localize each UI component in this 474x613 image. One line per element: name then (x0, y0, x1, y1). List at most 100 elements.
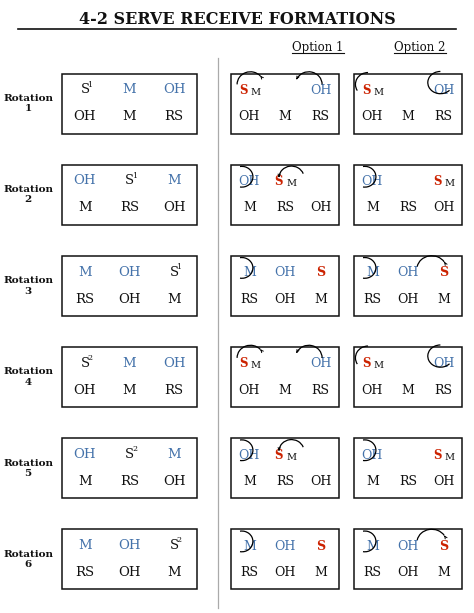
Text: M: M (445, 179, 455, 188)
Text: M: M (437, 292, 450, 306)
Bar (231, 74, 339, 134)
Text: M: M (366, 539, 379, 553)
Text: RS: RS (399, 475, 417, 488)
Text: OH: OH (163, 202, 185, 215)
Text: S: S (125, 448, 134, 461)
Text: M: M (243, 266, 256, 279)
Text: 2: 2 (176, 536, 182, 544)
Text: OH: OH (274, 566, 296, 579)
Text: RS: RS (240, 292, 258, 306)
Bar (62, 530, 197, 590)
Text: M: M (286, 452, 296, 462)
Text: S: S (81, 83, 90, 96)
Text: S: S (81, 357, 90, 370)
Text: RS: RS (435, 384, 453, 397)
Text: OH: OH (73, 175, 96, 188)
Text: S: S (170, 265, 179, 279)
Text: M: M (401, 384, 414, 397)
Text: OH: OH (118, 566, 141, 579)
Text: M: M (167, 292, 181, 306)
Text: OH: OH (433, 475, 454, 488)
Text: OH: OH (73, 448, 96, 461)
Text: OH: OH (163, 475, 185, 488)
Text: M: M (123, 83, 137, 96)
Text: M: M (314, 566, 327, 579)
Text: OH: OH (118, 292, 141, 306)
Text: S: S (362, 357, 370, 370)
Text: OH: OH (362, 449, 383, 462)
Text: OH: OH (362, 175, 383, 188)
Text: OH: OH (239, 175, 260, 188)
Bar (354, 347, 462, 407)
Text: RS: RS (75, 566, 94, 579)
Text: M: M (167, 566, 181, 579)
Text: M: M (167, 448, 181, 461)
Text: RS: RS (311, 110, 329, 123)
Text: Rotation
2: Rotation 2 (3, 185, 53, 205)
Bar (231, 165, 339, 225)
Text: M: M (314, 292, 327, 306)
Text: S: S (274, 175, 283, 188)
Bar (354, 256, 462, 316)
Text: S: S (439, 266, 448, 279)
Text: OH: OH (118, 265, 141, 279)
Text: 1: 1 (132, 172, 137, 180)
Text: OH: OH (239, 449, 260, 462)
Text: 4-2 SERVE RECEIVE FORMATIONS: 4-2 SERVE RECEIVE FORMATIONS (79, 12, 395, 28)
Text: 2: 2 (87, 354, 92, 362)
Text: S: S (439, 539, 448, 553)
Text: OH: OH (163, 83, 185, 96)
Text: 1: 1 (87, 80, 92, 88)
Text: Option 1: Option 1 (292, 40, 344, 53)
Text: OH: OH (397, 292, 419, 306)
Text: Rotation
3: Rotation 3 (3, 276, 53, 295)
Text: M: M (445, 452, 455, 462)
Text: RS: RS (311, 384, 329, 397)
Text: M: M (250, 362, 261, 370)
Text: OH: OH (397, 566, 419, 579)
Bar (231, 530, 339, 590)
Text: RS: RS (120, 202, 139, 215)
Text: RS: RS (164, 110, 183, 123)
Text: OH: OH (310, 357, 331, 370)
Text: 2: 2 (132, 445, 137, 453)
Text: OH: OH (118, 539, 141, 552)
Text: M: M (286, 179, 296, 188)
Text: OH: OH (163, 357, 185, 370)
Text: M: M (123, 110, 137, 123)
Text: M: M (78, 202, 92, 215)
Text: M: M (78, 539, 92, 552)
Text: OH: OH (73, 110, 96, 123)
Bar (231, 256, 339, 316)
Text: Rotation
4: Rotation 4 (3, 367, 53, 387)
Bar (62, 74, 197, 134)
Text: M: M (250, 88, 261, 97)
Text: S: S (316, 266, 325, 279)
Text: M: M (78, 265, 92, 279)
Text: S: S (433, 449, 442, 462)
Text: OH: OH (433, 84, 454, 97)
Text: OH: OH (433, 357, 454, 370)
Text: Rotation
5: Rotation 5 (3, 459, 53, 478)
Text: RS: RS (240, 566, 258, 579)
Text: M: M (366, 202, 379, 215)
Bar (62, 438, 197, 498)
Text: M: M (167, 175, 181, 188)
Text: M: M (374, 88, 383, 97)
Text: RS: RS (276, 202, 294, 215)
Text: RS: RS (399, 202, 417, 215)
Text: Option 2: Option 2 (394, 40, 446, 53)
Text: OH: OH (274, 266, 296, 279)
Text: RS: RS (364, 292, 382, 306)
Text: OH: OH (310, 84, 331, 97)
Text: OH: OH (73, 384, 96, 397)
Text: M: M (401, 110, 414, 123)
Text: OH: OH (239, 110, 260, 123)
Text: OH: OH (362, 384, 383, 397)
Text: OH: OH (239, 384, 260, 397)
Text: OH: OH (274, 292, 296, 306)
Text: 1: 1 (176, 263, 182, 271)
Text: OH: OH (274, 539, 296, 553)
Text: OH: OH (433, 202, 454, 215)
Bar (354, 438, 462, 498)
